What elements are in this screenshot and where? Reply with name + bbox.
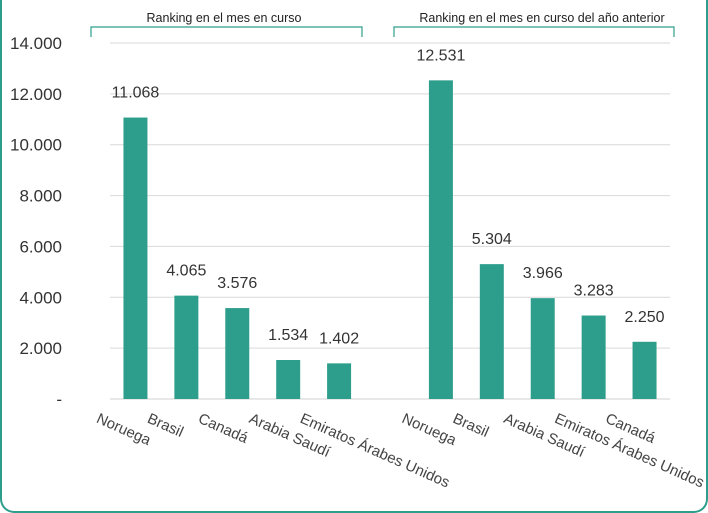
y-tick-label: 14.000: [10, 34, 62, 53]
data-label: 3.966: [523, 265, 563, 282]
bar-0-1: [174, 295, 199, 399]
y-tick-label: 8.000: [19, 187, 62, 206]
bar-0-3: [276, 359, 301, 399]
bar-1-1: [479, 264, 504, 399]
data-label: 12.531: [416, 47, 465, 64]
panel-title-1: Ranking en el mes en curso del año anter…: [419, 11, 664, 25]
bar-1-0: [428, 80, 453, 400]
data-label: 3.576: [217, 275, 257, 292]
category-label: Canadá: [196, 410, 252, 447]
data-label: 1.402: [319, 330, 359, 347]
y-tick-label: 10.000: [10, 136, 62, 155]
category-label: Noruega: [94, 410, 154, 449]
data-label: 1.534: [268, 327, 308, 344]
y-tick-label: 12.000: [10, 85, 62, 104]
bar-1-3: [581, 315, 606, 399]
bar-1-4: [632, 341, 657, 399]
y-tick-label: 4.000: [19, 288, 62, 307]
data-label: 4.065: [166, 263, 206, 280]
y-tick-label: 2.000: [19, 339, 62, 358]
y-tick-label: -: [56, 390, 62, 409]
bar-0-2: [225, 308, 250, 399]
panel-bracket-1: [393, 26, 675, 37]
y-tick-label: 6.000: [19, 237, 62, 256]
bar-1-2: [530, 298, 555, 399]
category-label: Noruega: [399, 410, 459, 449]
bar-0-4: [327, 363, 352, 399]
data-label: 3.283: [574, 283, 614, 300]
data-label: 5.304: [472, 231, 512, 248]
data-label: 11.068: [112, 85, 160, 102]
data-label: 2.250: [625, 309, 665, 326]
panel-bracket-0: [90, 26, 363, 37]
bar-0-0: [123, 117, 148, 399]
panel-title-0: Ranking en el mes en curso: [147, 11, 302, 25]
